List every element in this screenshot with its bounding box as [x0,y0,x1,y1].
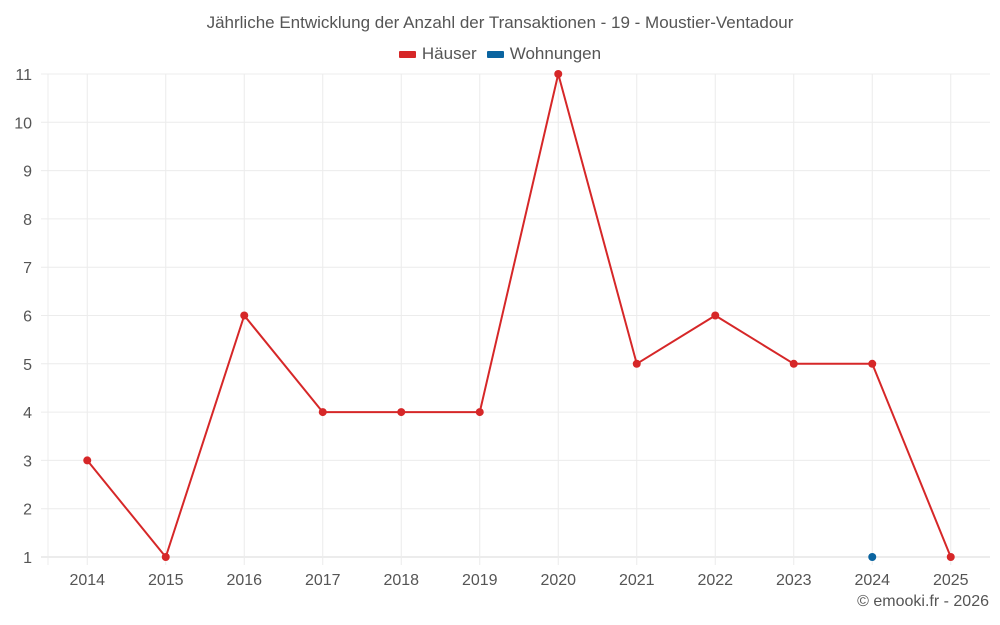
y-tick-label: 9 [23,164,32,181]
y-tick-label: 10 [14,115,32,132]
legend: Häuser Wohnungen [0,44,1000,64]
y-tick-label: 3 [23,453,32,470]
x-tick-label: 2016 [226,572,262,589]
y-tick-label: 6 [23,309,32,326]
chart-title: Jährliche Entwicklung der Anzahl der Tra… [206,13,794,32]
x-tick-label: 2021 [619,572,655,589]
legend-item-wohnungen[interactable]: Wohnungen [486,44,602,64]
data-point[interactable] [632,359,641,368]
series [83,70,955,561]
x-tick-label: 2015 [148,572,184,589]
y-tick-label: 5 [23,357,32,374]
legend-item-haeuser[interactable]: Häuser [398,44,477,64]
x-tick-label: 2025 [933,572,969,589]
legend-label: Wohnungen [509,44,602,63]
y-tick-label: 2 [23,502,32,519]
y-tick-label: 4 [23,405,32,422]
x-tick-label: 2014 [69,572,105,589]
data-point[interactable] [868,553,877,561]
data-point[interactable] [789,359,798,368]
credit-text: © emooki.fr - 2026 [857,593,989,610]
x-tick-label: 2022 [697,572,733,589]
legend-label: Häuser [421,44,477,63]
y-tick-label: 7 [23,260,32,277]
data-point[interactable] [318,408,327,417]
series-line [86,73,952,558]
x-tick-label: 2023 [776,572,812,589]
legend-swatch-haeuser-icon [398,50,416,58]
grid [41,73,990,565]
x-tick-label: 2020 [540,572,576,589]
x-axis: 2014 2015 2016 2017 2018 2019 2020 2021 2022 2023… [69,572,968,589]
x-tick-label: 2024 [854,572,890,589]
data-point[interactable] [475,408,484,417]
data-point[interactable] [554,70,563,78]
data-point[interactable] [240,311,249,320]
legend-swatch-wohnungen-icon [486,50,504,58]
data-point[interactable] [868,359,877,368]
data-point[interactable] [711,311,720,320]
y-tick-label: 1 [23,550,32,567]
y-tick-label: 8 [23,212,32,229]
y-axis: 1 2 3 4 5 6 7 8 9 10 11 [14,67,32,567]
x-tick-label: 2019 [462,572,498,589]
data-point[interactable] [83,456,92,465]
data-point[interactable] [397,408,406,417]
x-tick-label: 2017 [305,572,341,589]
y-tick-label: 11 [15,67,32,84]
data-point[interactable] [161,553,170,561]
x-tick-label: 2018 [383,572,419,589]
data-point[interactable] [946,553,955,561]
